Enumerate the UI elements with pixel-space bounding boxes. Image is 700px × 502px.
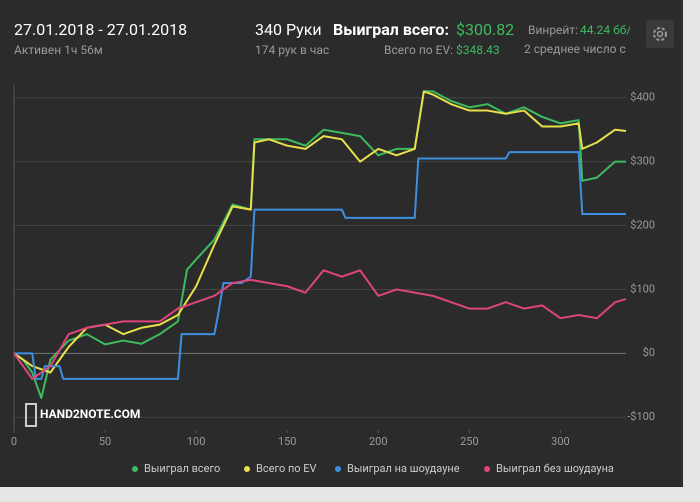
x-tick-label: 250 [460,435,479,448]
x-tick-label: 50 [99,435,111,448]
winrate-value: 44.24 бб/ [580,23,631,37]
gear-icon-center[interactable] [656,30,664,38]
ev-value: $348.43 [456,43,500,57]
logo-icon [25,403,37,427]
y-tick-label: $300 [630,155,655,168]
date-range: 27.01.2018 - 27.01.2018 [14,20,187,39]
settings-button[interactable] [646,20,674,48]
x-tick-label: 200 [369,435,388,448]
active-time: Активен 1ч 56м [14,43,103,57]
x-tick-label: 0 [11,435,17,448]
legend-label: Всего по EV [256,462,317,475]
series-line [13,90,627,374]
plot: -$100 $0 $100 $200 $300 $400 0 50 100 150 200 250 30… [11,85,655,448]
y-tick-label: $0 [643,346,655,359]
avg-stat: 2 среднее число с [524,42,626,56]
legend-label: Выиграл без шоудауна [496,462,614,475]
legend-marker [132,466,138,472]
x-tick-label: 300 [551,435,570,448]
panel [0,0,683,487]
ev-label: Всего по EV: [384,43,453,57]
winrate-label: Винрейт: [528,23,578,37]
x-tick-label: 150 [278,435,297,448]
legend-marker [335,466,341,472]
legend-marker [244,466,250,472]
y-tick-label: $100 [630,282,655,295]
legend-marker [484,466,490,472]
won-value: $300.82 [456,20,514,39]
y-tick-label: $400 [630,91,655,104]
gear-icon[interactable] [653,27,667,41]
y-tick-label: $200 [630,218,655,231]
watermark: HAND2NOTE.COM [40,407,140,421]
hands: 340 Руки [255,20,322,39]
legend-label: Выиграл на шоудауне [347,462,460,475]
legend-label: Выиграл всего [144,462,220,475]
won-label: Выиграл всего: [333,20,449,39]
x-tick-label: 100 [187,435,206,448]
series-line [13,269,627,380]
series-line [13,90,626,400]
hands-per-hour: 174 рук в час [255,43,329,57]
y-tick-label: -$100 [627,410,655,423]
